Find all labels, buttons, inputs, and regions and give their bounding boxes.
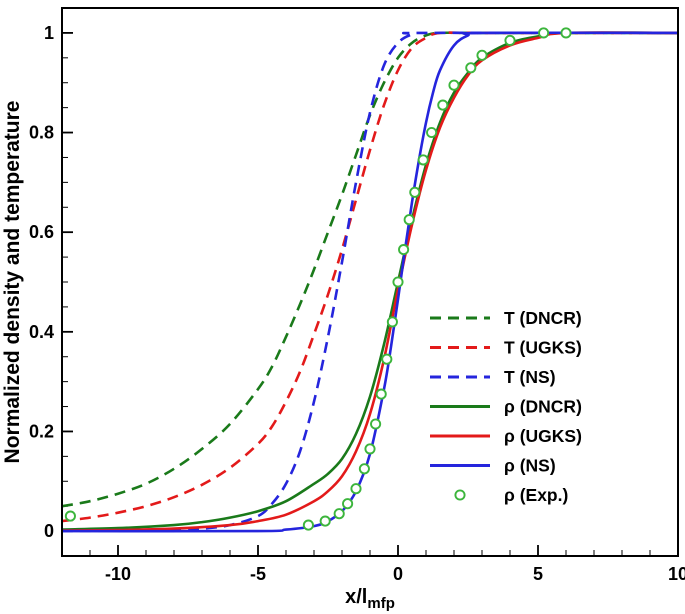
legend-label: T (DNCR) bbox=[504, 308, 582, 328]
y-tick-label: 0.6 bbox=[29, 222, 54, 242]
legend-label: T (UGKS) bbox=[504, 338, 582, 358]
x-tick-label: -5 bbox=[250, 564, 266, 584]
exp-data-point bbox=[409, 186, 421, 198]
y-tick-label: 0 bbox=[44, 521, 54, 541]
y-axis-tick-labels: 0 0.2 0.4 0.6 0.8 1 bbox=[29, 23, 54, 541]
y-axis-title: Normalized density and temperature bbox=[1, 101, 24, 464]
exp-data-point bbox=[417, 154, 429, 166]
series-line-t-ugks bbox=[62, 31, 678, 523]
legend-item-t-dncr: T (DNCR) bbox=[430, 308, 582, 328]
exp-data-point bbox=[342, 498, 354, 510]
x-tick-label: 10 bbox=[668, 564, 685, 584]
legend-label: ρ (NS) bbox=[504, 456, 556, 476]
y-tick-label: 0.2 bbox=[29, 421, 54, 441]
exp-data-point bbox=[398, 244, 410, 256]
plot-frame bbox=[61, 7, 679, 557]
x-axis-tick-labels: -10 -5 0 5 10 bbox=[105, 564, 685, 584]
exp-data-point bbox=[504, 34, 516, 46]
plot-area bbox=[62, 27, 678, 533]
exp-data-point bbox=[465, 62, 477, 74]
exp-data-point bbox=[448, 79, 460, 91]
exp-data-point bbox=[350, 483, 362, 495]
series-points-exp bbox=[64, 27, 572, 531]
exp-data-point bbox=[426, 126, 438, 139]
legend-item-ugks: ρ (UGKS) bbox=[430, 426, 582, 446]
legend-marker bbox=[454, 489, 466, 501]
exp-data-point bbox=[386, 316, 398, 328]
exp-data-point bbox=[64, 510, 76, 522]
x-tick-label: -10 bbox=[105, 564, 131, 584]
exp-data-point bbox=[476, 49, 488, 61]
legend-item-exp: ρ (Exp.) bbox=[454, 485, 568, 505]
series-line-dncr bbox=[62, 31, 678, 531]
exp-data-point bbox=[437, 99, 449, 111]
legend-label: T (NS) bbox=[504, 367, 556, 387]
exp-data-point bbox=[333, 508, 345, 520]
legend-label: ρ (UGKS) bbox=[504, 426, 582, 446]
legend-item-ns: ρ (NS) bbox=[430, 456, 556, 476]
legend-item-t-ns: T (NS) bbox=[430, 367, 556, 387]
exp-data-point bbox=[358, 463, 370, 475]
exp-data-point bbox=[319, 515, 331, 527]
y-tick-label: 0.8 bbox=[29, 123, 54, 143]
legend: T (DNCR) T (UGKS) T (NS) ρ (DNCR) ρ (UGKS) ρ … bbox=[430, 308, 582, 505]
legend-item-t-ugks: T (UGKS) bbox=[430, 338, 582, 358]
y-tick-label: 1 bbox=[44, 23, 54, 43]
exp-data-point bbox=[302, 519, 314, 531]
exp-data-point bbox=[375, 388, 387, 400]
exp-data-point bbox=[538, 27, 550, 39]
legend-label: ρ (DNCR) bbox=[504, 397, 582, 417]
legend-label: ρ (Exp.) bbox=[504, 485, 568, 505]
exp-data-point bbox=[381, 353, 393, 365]
x-tick-label: 0 bbox=[393, 564, 403, 584]
series-line-ugks bbox=[62, 31, 678, 532]
y-tick-label: 0.4 bbox=[29, 322, 54, 342]
legend-item-dncr: ρ (DNCR) bbox=[430, 397, 582, 417]
exp-data-point bbox=[392, 276, 404, 288]
series-line-t-dncr bbox=[62, 31, 678, 508]
exp-data-point bbox=[370, 418, 382, 430]
x-tick-label: 5 bbox=[533, 564, 543, 584]
exp-data-point bbox=[560, 27, 572, 39]
exp-data-point bbox=[364, 443, 376, 455]
exp-data-point bbox=[403, 214, 415, 226]
